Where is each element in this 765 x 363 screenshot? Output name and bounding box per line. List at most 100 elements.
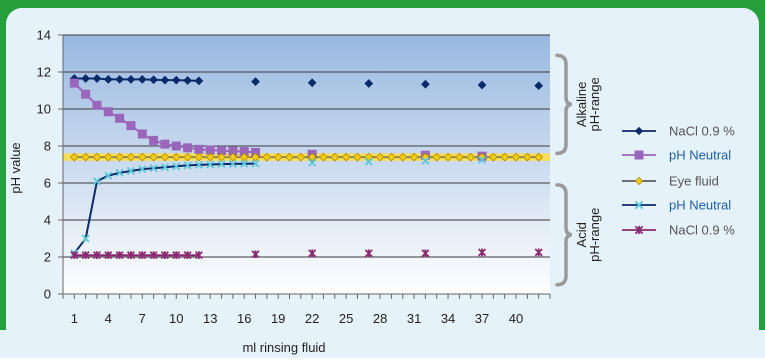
data-point: [183, 143, 193, 153]
data-point: [137, 75, 147, 84]
data-point: [183, 161, 192, 170]
legend-label: NaCl 0.9 %: [669, 223, 735, 238]
series-4: [70, 155, 487, 258]
legend: NaCl 0.9 % pH Neutral Eye fluid pH Neutral N…: [622, 124, 735, 238]
data-point: [239, 147, 249, 157]
data-point: [364, 157, 373, 166]
data-point: [194, 152, 204, 162]
data-point: [534, 81, 544, 91]
data-point: [251, 159, 260, 168]
x-tick-label: 25: [339, 311, 353, 326]
data-point: [534, 152, 544, 162]
data-point: [206, 160, 215, 169]
data-point: [194, 76, 204, 86]
data-point: [194, 144, 204, 154]
data-point: [477, 80, 487, 90]
data-point: [307, 78, 317, 88]
legend-marker: [634, 176, 644, 186]
x-tick-label: 7: [139, 311, 146, 326]
data-point: [308, 158, 317, 167]
y-tick-label: 2: [44, 250, 51, 265]
legend-entry: Eye fluid: [622, 174, 719, 189]
x-tick-label: 4: [105, 311, 112, 326]
data-point: [296, 152, 306, 162]
data-point: [421, 79, 430, 89]
data-point: [364, 79, 374, 88]
legend-marker: [634, 200, 644, 210]
data-point: [421, 156, 430, 165]
data-point: [205, 145, 215, 155]
data-point: [172, 251, 181, 260]
data-point: [171, 152, 181, 162]
data-point: [160, 139, 170, 149]
legend-entry: NaCl 0.9 %: [622, 124, 735, 139]
data-point: [375, 152, 385, 162]
data-point: [455, 152, 464, 162]
legend-label: NaCl 0.9 %: [669, 124, 735, 139]
y-tick-label: 4: [44, 213, 51, 228]
data-point: [319, 152, 328, 162]
data-point: [171, 141, 181, 151]
range-bracket: [555, 183, 573, 287]
data-point: [115, 168, 124, 177]
data-point: [217, 160, 226, 169]
data-point: [183, 152, 192, 162]
data-point: [126, 166, 135, 176]
data-point: [240, 159, 249, 168]
series-layer: [69, 74, 544, 260]
x-tick-label: 1: [71, 311, 78, 326]
data-point: [432, 152, 442, 162]
data-point: [307, 152, 317, 162]
data-point: [115, 152, 124, 162]
range-label-line1: Acid: [574, 222, 589, 247]
data-point: [228, 146, 238, 156]
series-1: [69, 74, 544, 91]
data-point: [149, 251, 158, 260]
data-point: [149, 164, 158, 173]
x-tick-label: 40: [509, 311, 523, 326]
x-tick-label: 22: [305, 311, 319, 326]
data-point: [522, 152, 532, 162]
data-point: [81, 234, 90, 243]
data-point: [104, 251, 113, 260]
y-tick-label: 12: [37, 65, 51, 80]
data-point: [500, 152, 510, 162]
data-point: [489, 152, 498, 162]
data-point: [70, 251, 79, 260]
data-point: [81, 74, 91, 83]
y-axis-label: pH value: [8, 142, 23, 193]
y-tick-label: 6: [44, 176, 51, 191]
data-point: [69, 78, 79, 88]
data-point: [183, 76, 192, 85]
data-point: [194, 251, 203, 260]
data-point: [251, 147, 261, 157]
data-point: [115, 75, 124, 84]
data-point: [228, 152, 238, 162]
y-tick-label: 14: [37, 28, 51, 43]
data-point: [160, 251, 169, 260]
data-point: [251, 152, 260, 162]
data-point: [92, 152, 102, 162]
data-point: [149, 135, 159, 145]
data-point: [398, 152, 408, 162]
data-point: [172, 162, 181, 171]
data-point: [81, 89, 91, 99]
series-5: [70, 248, 543, 260]
y-tick-label: 0: [44, 287, 51, 302]
data-point: [251, 77, 260, 86]
data-point: [160, 75, 170, 85]
data-point: [92, 177, 102, 186]
data-point: [308, 249, 317, 258]
legend-label: pH Neutral: [669, 148, 731, 163]
data-point: [511, 152, 521, 162]
legend-entry: pH Neutral: [622, 198, 731, 213]
data-point: [443, 152, 453, 162]
y-tick-label: 8: [44, 139, 51, 154]
data-point: [534, 248, 543, 257]
data-point: [194, 160, 203, 169]
data-point: [137, 129, 147, 139]
data-point: [92, 74, 102, 83]
data-point: [183, 251, 192, 260]
